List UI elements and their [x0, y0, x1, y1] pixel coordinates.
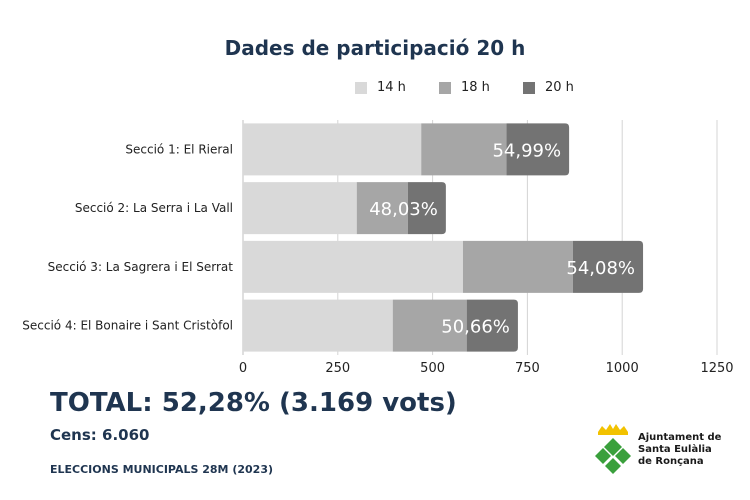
x-tick-label: 750: [515, 361, 540, 376]
chart-title: Dades de participació 20 h: [224, 36, 526, 60]
legend-item-14h: 14 h: [355, 80, 439, 95]
bar-segment: [243, 182, 357, 235]
bar-segment: [243, 123, 422, 176]
category-label: Secció 4: El Bonaire i Sant Cristòfol: [22, 319, 233, 333]
elections-label: ELECCIONS MUNICIPALS 28M (2023): [50, 463, 274, 476]
census-count: Cens: 6.060: [50, 426, 150, 444]
x-tick-label: 1000: [606, 361, 639, 376]
category-label: Secció 1: El Rieral: [125, 142, 233, 156]
bar-segment: [462, 240, 573, 293]
bar-segment: [572, 240, 644, 293]
bar-segment: [356, 182, 408, 235]
data-label: 54,08%: [566, 258, 635, 279]
data-label: 50,66%: [441, 317, 510, 338]
x-tick-label: 500: [420, 361, 445, 376]
total-participation: TOTAL: 52,28% (3.169 vots): [50, 388, 457, 418]
bar-chart: 0 250 500 750 1000 1250 54,99% Secció 1: El Rie…: [22, 120, 734, 376]
x-tick-label: 250: [325, 361, 350, 376]
logo-line-1: Ajuntament de: [638, 432, 722, 443]
legend-swatch-20h: [523, 81, 535, 94]
bar-segment: [421, 123, 507, 176]
bar-segment: [506, 123, 570, 176]
legend-label-20h: 20 h: [545, 80, 574, 95]
bar-segment: [407, 182, 446, 235]
category-label: Secció 2: La Serra i La Vall: [75, 201, 233, 215]
legend-label-14h: 14 h: [377, 80, 406, 95]
data-label: 54,99%: [492, 140, 561, 161]
bar-segment: [243, 299, 393, 352]
municipal-logo: Ajuntament de Santa Eulàlia de Ronçana: [594, 424, 721, 476]
logo-line-2: Santa Eulàlia: [638, 444, 712, 455]
legend-item-18h: 18 h: [439, 80, 523, 95]
bar-segment: [466, 299, 518, 352]
legend-swatch-14h: [355, 81, 367, 94]
logo-line-3: de Ronçana: [638, 456, 704, 467]
data-label: 48,03%: [369, 199, 438, 220]
bar-segment: [243, 240, 463, 293]
x-tick-label: 1250: [700, 361, 733, 376]
x-tick-label: 0: [239, 361, 247, 376]
legend: 14 h 18 h 20 h: [355, 80, 607, 95]
category-label: Secció 3: La Sagrera i El Serrat: [48, 260, 234, 274]
legend-item-20h: 20 h: [523, 80, 607, 95]
legend-label-18h: 18 h: [461, 80, 490, 95]
municipal-shield-icon: [595, 424, 631, 474]
legend-swatch-18h: [439, 81, 451, 94]
bar-segment: [392, 299, 467, 352]
